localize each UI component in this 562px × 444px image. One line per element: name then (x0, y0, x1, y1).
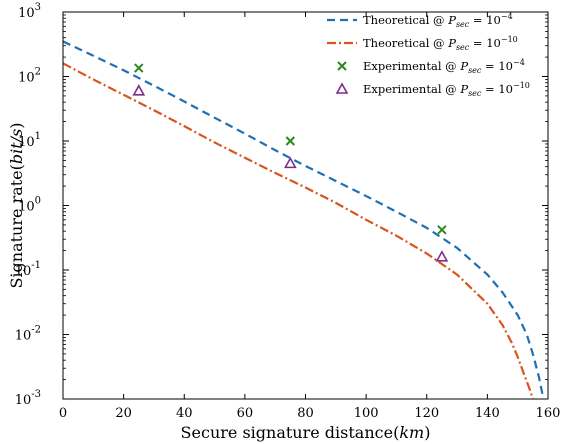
x-tick-label: 0 (59, 406, 67, 421)
x-tick-label: 40 (176, 406, 193, 421)
data-point-series-3 (132, 84, 146, 96)
y-axis-title-text: Signature rate (7, 170, 26, 288)
y-tick-label: 10-2 (15, 325, 41, 344)
series-line-1 (62, 62, 534, 400)
data-point-series-3 (435, 250, 449, 262)
x-tick-label: 100 (354, 406, 379, 421)
x-tick-label: 160 (536, 406, 561, 421)
x-tick-label: 80 (297, 406, 314, 421)
legend-marker-swatch (337, 61, 347, 71)
data-point-series-2 (437, 225, 447, 235)
data-point-series-3 (283, 156, 297, 169)
x-axis-title-unit: km (399, 423, 424, 442)
legend-entry-label: Experimental @ Psec = 10−10 (363, 81, 530, 98)
legend-entry-label: Theoretical @ Psec = 10−4 (363, 12, 513, 29)
x-tick-label: 140 (475, 406, 500, 421)
legend-marker-swatch (335, 82, 349, 94)
legend-entry-label: Theoretical @ Psec = 10−10 (363, 35, 518, 52)
series-line-0 (62, 40, 545, 400)
data-point-series-2 (134, 63, 144, 73)
y-axis-title: Signature rate(bit/s) (7, 122, 26, 288)
x-tick-label: 60 (237, 406, 254, 421)
legend-entry-label: Experimental @ Psec = 10−4 (363, 58, 525, 75)
x-axis-title-text: Secure signature distance (181, 423, 394, 442)
axis-ticks: 0 20 40 60 80 100 120 140 160 10-3 10-2 10-1 100 101 1… (15, 2, 561, 421)
x-axis-title: Secure signature distance(km) (181, 423, 431, 442)
x-tick-label: 20 (115, 406, 132, 421)
y-tick-label: 102 (18, 67, 41, 86)
y-tick-label: 100 (18, 196, 41, 215)
y-tick-label: 101 (18, 131, 41, 150)
y-axis-title-unit: bit/s (7, 129, 26, 164)
data-point-series-2 (285, 136, 296, 146)
y-tick-label: 103 (18, 2, 41, 21)
plot-layer (62, 40, 545, 400)
y-tick-label: 10-1 (15, 260, 41, 279)
legend: Theoretical @ Psec = 10−4 Theoretical @ P… (327, 12, 530, 98)
x-tick-label: 120 (414, 406, 439, 421)
y-tick-label: 10-3 (15, 389, 41, 408)
